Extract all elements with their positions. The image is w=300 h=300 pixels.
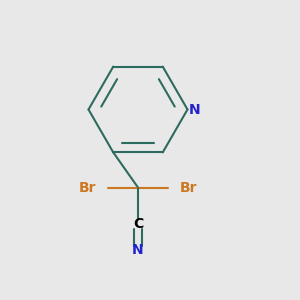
Text: C: C [133,217,143,230]
Text: N: N [189,103,201,116]
Text: Br: Br [180,181,197,194]
Text: N: N [132,244,144,257]
Text: Br: Br [79,181,96,194]
